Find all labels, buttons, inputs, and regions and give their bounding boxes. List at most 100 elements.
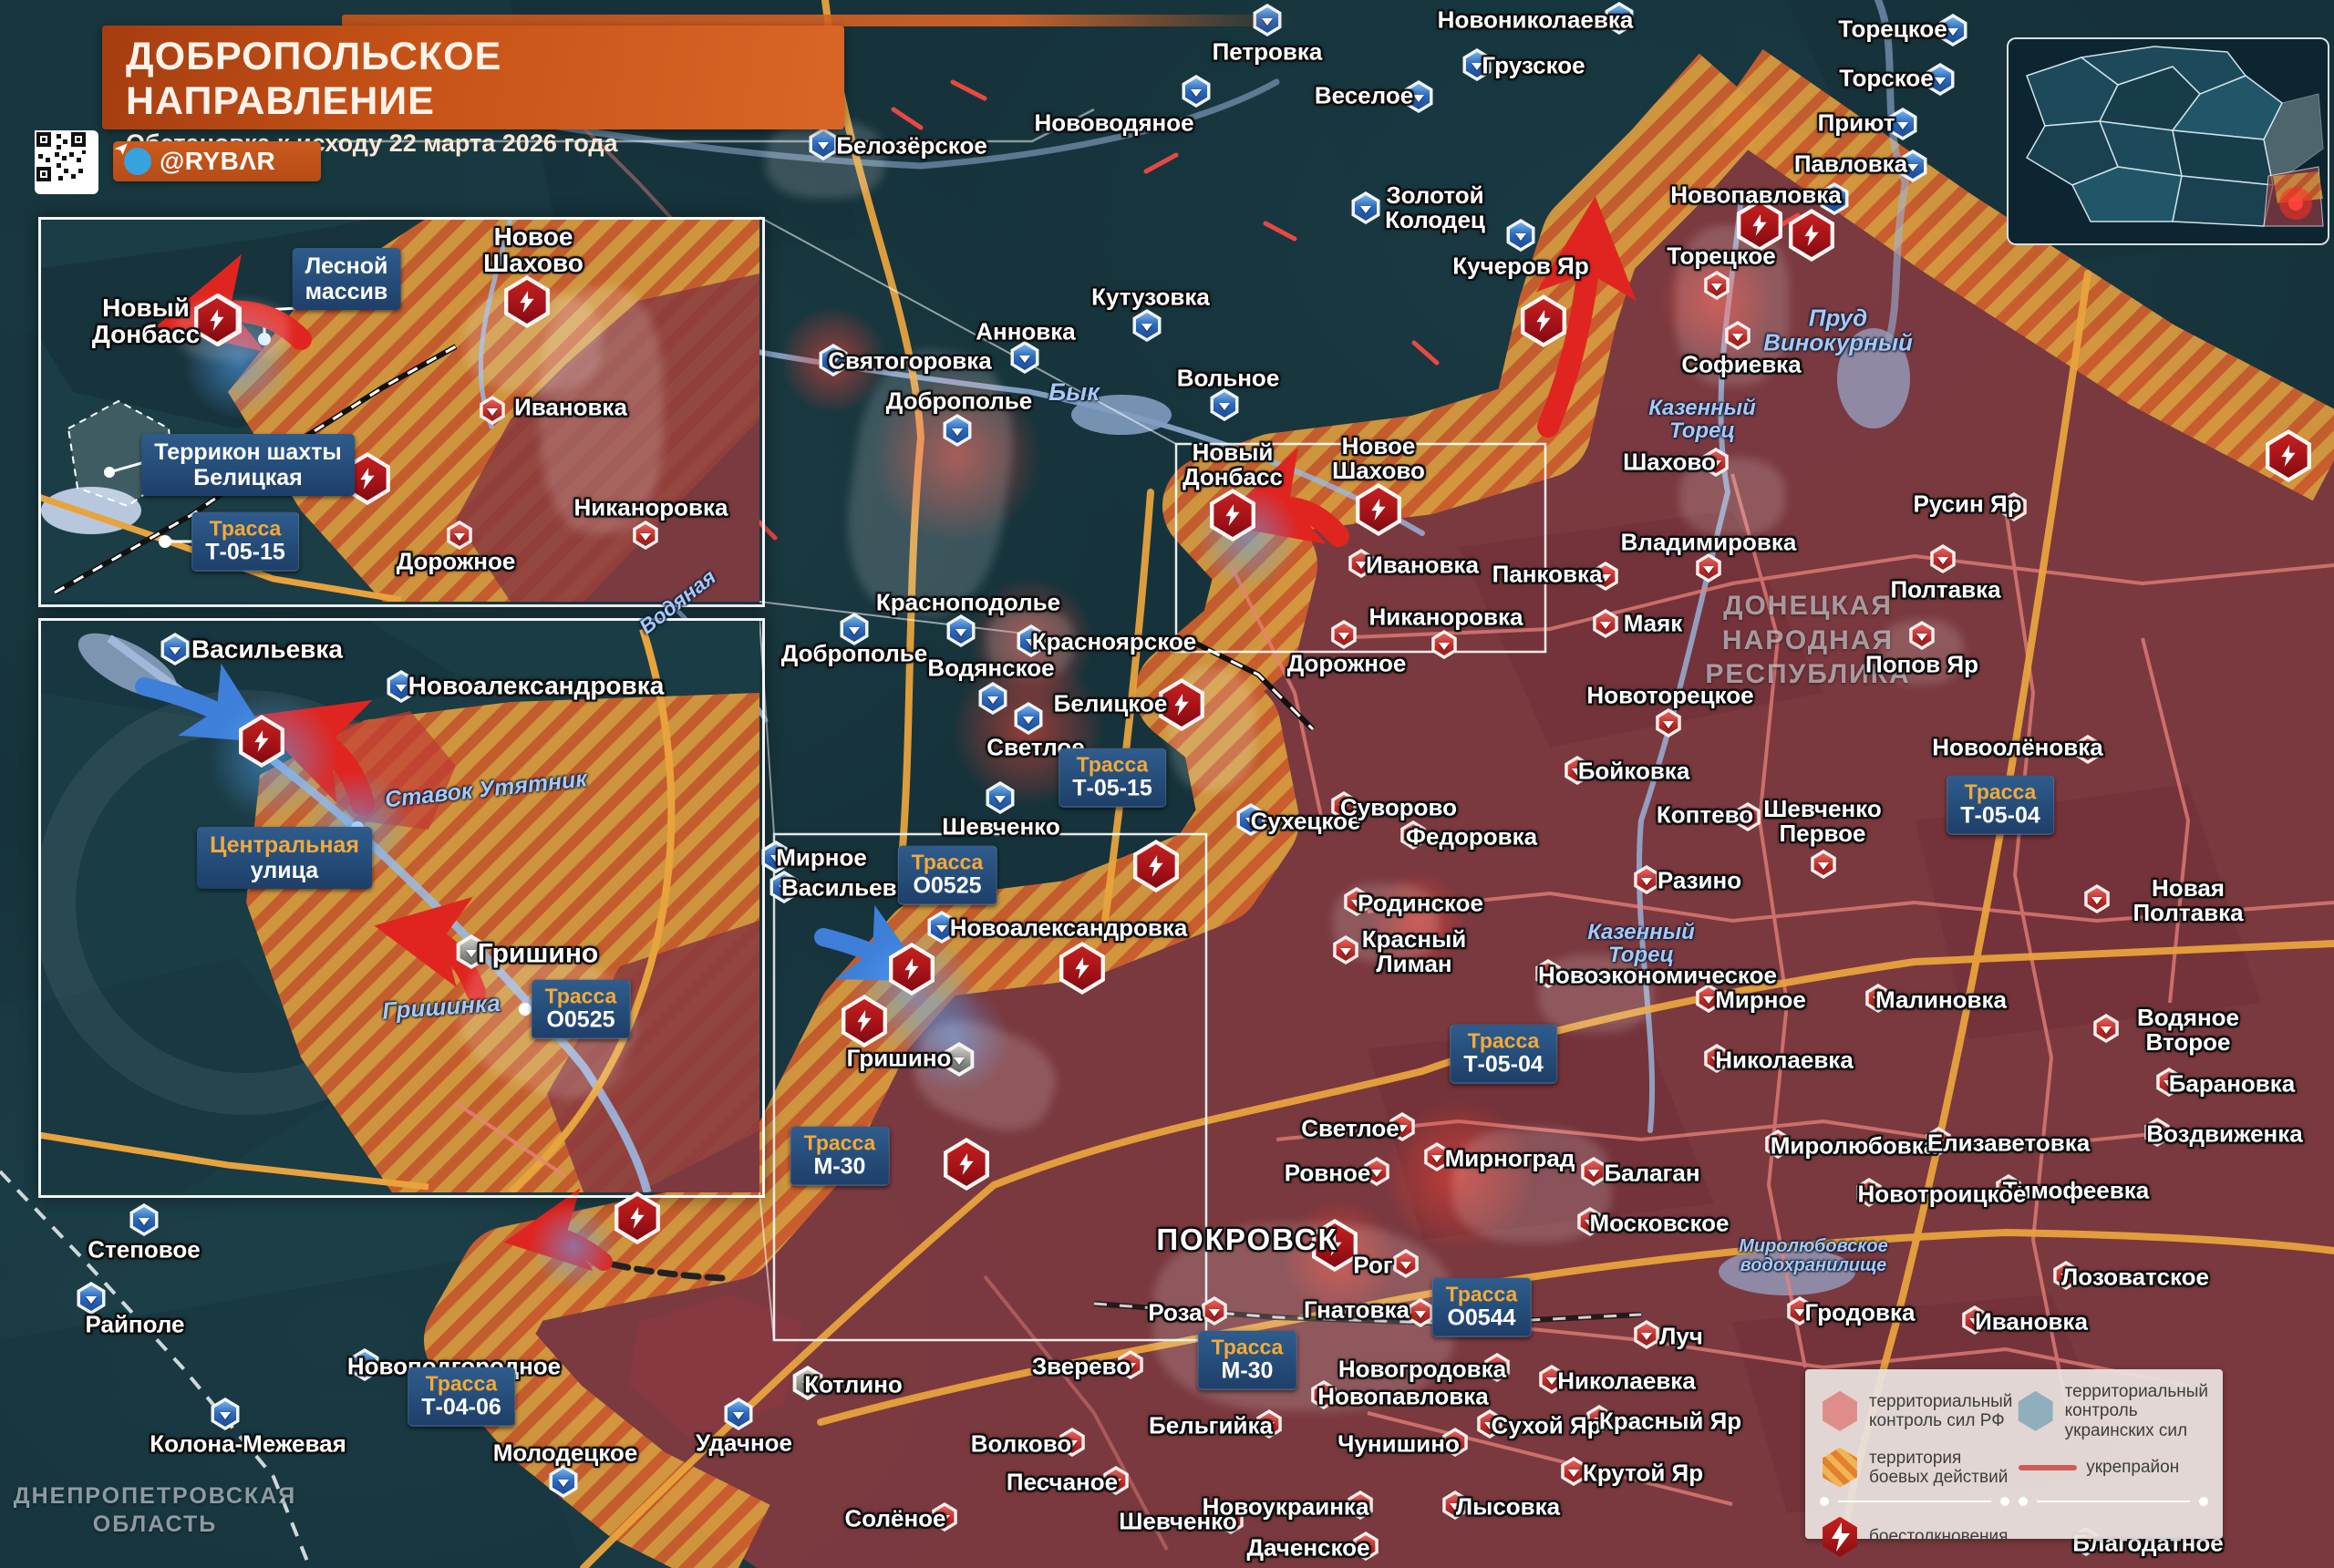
legend-ua-label: территориальный контроль украинских сил — [2064, 1382, 2208, 1440]
inset-1-frame — [38, 217, 765, 607]
city-label: Новоэкономическое — [1538, 961, 1777, 989]
road-badge-kind: Трасса — [1211, 1335, 1284, 1359]
city-label: Новоторецкое — [1586, 681, 1754, 709]
telegram-icon — [114, 143, 151, 175]
strike-glow-red — [871, 369, 1044, 542]
city-label: Никаноровка — [1368, 603, 1523, 631]
legend-combat-swatch — [1823, 1447, 1857, 1488]
city-label: Водянское — [927, 654, 1055, 682]
city-label: Мирное — [1715, 985, 1806, 1014]
strike-glow-blue — [530, 1203, 617, 1291]
city-label: Разино — [1657, 866, 1742, 894]
city-label: Владимировка — [1620, 528, 1797, 556]
info-box-line: Центральная — [210, 832, 359, 858]
city-label: Ровное — [1284, 1159, 1371, 1187]
road-badge-kind: Трасса — [911, 850, 984, 874]
legend-fortification-label: укрепрайон — [2086, 1458, 2180, 1478]
city-label: Золотой Колодец — [1385, 181, 1485, 233]
channel-name: @RYBΛR — [160, 147, 276, 175]
city-label: Шевченко — [1119, 1507, 1237, 1535]
city-label: Грузское — [1482, 51, 1585, 79]
city-label: Никаноровка — [573, 493, 728, 521]
city-label: Зверево — [1031, 1352, 1131, 1380]
city-label: Софиевка — [1681, 350, 1802, 378]
road-badge-code: М-30 — [1221, 1357, 1274, 1384]
city-label: Новоалександровка — [408, 671, 665, 700]
city-label: Новое Шахово — [483, 222, 584, 277]
city-label: Даченское — [1246, 1533, 1370, 1562]
city-label: Бельгийка — [1149, 1411, 1273, 1439]
city-label: Роза — [1148, 1298, 1203, 1326]
city-label: Родинское — [1358, 889, 1483, 917]
city-label: Ивановка — [1366, 551, 1479, 579]
city-label: Гродовка — [1804, 1298, 1916, 1326]
city-label: Дорожное — [396, 547, 516, 575]
road-badge: Трасса О0544 — [1431, 1277, 1532, 1337]
city-label: Доброполье — [885, 387, 1033, 415]
legend-ua-swatch — [2018, 1390, 2053, 1431]
city-label: Новогродовка — [1337, 1355, 1507, 1383]
city-label: Бойковка — [1577, 757, 1690, 785]
city-label: Новоалександровка — [949, 913, 1188, 942]
urban-area — [1675, 225, 1790, 386]
strike-glow-blue — [901, 985, 1010, 1094]
city-label: Новый Донбасс — [1182, 438, 1283, 490]
city-label: Павловка — [1793, 150, 1908, 178]
info-box-line: Белицкая — [193, 465, 303, 490]
city-label: Кутузовка — [1091, 283, 1210, 311]
city-label: Кучеров Яр — [1452, 252, 1589, 280]
road-badge: Трасса О0525 — [897, 845, 997, 905]
city-label: Белозёрское — [836, 131, 987, 160]
info-box-line: Лесной — [305, 253, 388, 279]
qr-code — [35, 130, 98, 194]
city-label: Торецкое — [1838, 15, 1947, 43]
city-label: Мирноград — [1444, 1144, 1575, 1172]
city-label: Красноподолье — [875, 588, 1061, 616]
city-label: Тимофеевка — [2002, 1176, 2150, 1204]
city-label: Новопавловка — [1317, 1382, 1489, 1410]
city-label: Вольное — [1176, 364, 1280, 392]
water-label: Казенный Торец — [1648, 395, 1756, 443]
urban-area — [1679, 458, 1785, 536]
legend: территориальный контроль сил РФ территор… — [1805, 1369, 2223, 1557]
city-label: Песчаное — [1006, 1468, 1119, 1496]
combat-band-north — [1710, 48, 2334, 501]
city-label: Водяное Второе — [2136, 1003, 2240, 1056]
map-title: ДОБРОПОЛЬСКОЕ НАПРАВЛЕНИЕ — [126, 35, 502, 123]
city-label: Светлое — [1301, 1114, 1399, 1142]
water-label: Пруд Винокурный — [1763, 304, 1913, 356]
city-label: Русин Яр — [1913, 490, 2022, 518]
city-label: Сухецкое — [1250, 807, 1361, 835]
city-label: Новопавловка — [1670, 181, 1842, 209]
city-label: Федоровка — [1405, 822, 1538, 851]
road-badge-kind: Трасса — [1467, 1028, 1540, 1053]
city-label: Сухой Яр — [1491, 1411, 1602, 1439]
city-label: Веселое — [1314, 81, 1414, 109]
city-label: Новый Донбасс — [91, 293, 201, 348]
road-badge-code: Т-04-06 — [421, 1394, 501, 1420]
road-badge-code: О0525 — [546, 1006, 615, 1033]
road-badge-kind: Трасса — [1445, 1282, 1518, 1306]
city-label: Новоолёновка — [1932, 733, 2103, 761]
info-box-line: Террикон шахты — [154, 439, 342, 465]
city-label: Райполе — [85, 1310, 185, 1338]
road-badge: Трасса Т-05-04 — [1450, 1024, 1557, 1084]
road-badge: Трасса Т-05-04 — [1947, 775, 2054, 835]
region-label: ДОНЕЦКАЯ НАРОДНАЯ РЕСПУБЛИКА — [1705, 590, 1911, 689]
strike-glow-red — [1658, 242, 1776, 360]
city-label: Новониколаевка — [1437, 5, 1634, 34]
city-label: Миролюбовка — [1770, 1131, 1937, 1160]
city-label: Маяк — [1623, 609, 1683, 637]
road-badge: Трасса Т-05-15 — [1059, 748, 1166, 808]
city-label: Новое Шахово — [1332, 431, 1425, 484]
legend-rf-label: территориальный контроль сил РФ — [1869, 1391, 2013, 1430]
city-label: Гришино — [477, 938, 599, 969]
city-label: Волково — [970, 1429, 1072, 1458]
road-badge: Трасса М-30 — [790, 1126, 890, 1186]
city-label: Новоукраинка — [1202, 1492, 1369, 1521]
info-box: Террикон шахты Белицкая — [141, 434, 355, 496]
city-label: Ивановка — [1975, 1307, 2088, 1336]
road-badge-code: М-30 — [813, 1153, 866, 1180]
